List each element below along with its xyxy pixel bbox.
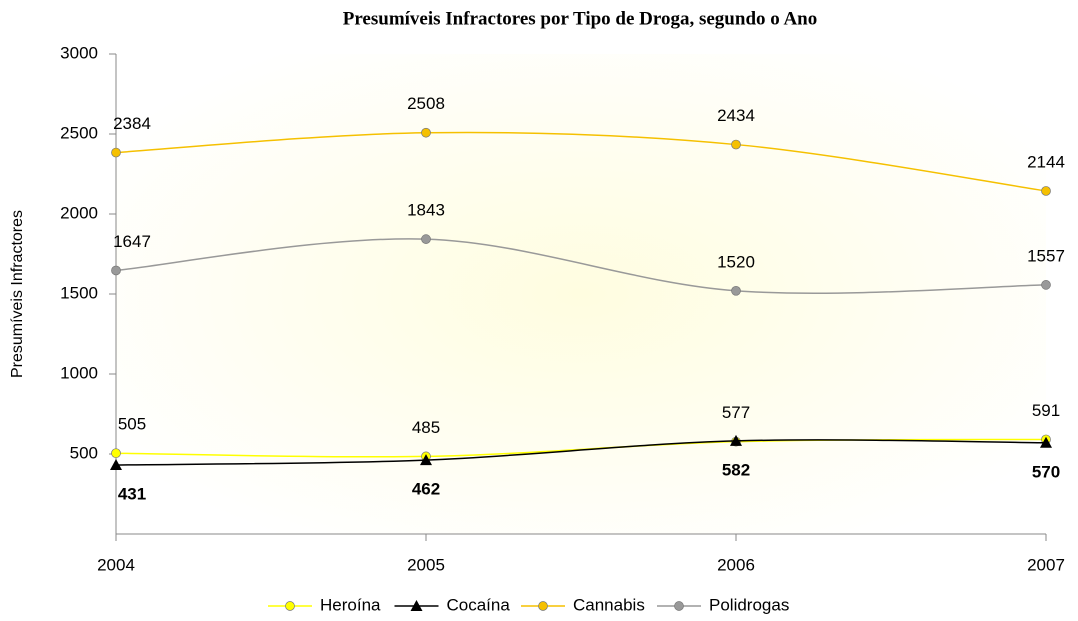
x-tick-label: 2005 — [407, 555, 445, 574]
data-label: 485 — [412, 418, 440, 437]
y-tick-label: 3000 — [60, 43, 98, 62]
point — [731, 285, 741, 296]
point — [730, 434, 742, 446]
data-label: 2508 — [407, 94, 445, 113]
legend-label: Cocaína — [447, 595, 511, 614]
data-label: 505 — [118, 415, 146, 434]
point — [111, 265, 121, 276]
plot-background — [116, 54, 1046, 534]
x-tick-label: 2006 — [717, 555, 755, 574]
data-label: 2384 — [113, 114, 151, 133]
y-tick-label: 1000 — [60, 363, 98, 382]
data-label: 582 — [722, 460, 750, 479]
point — [1040, 436, 1052, 448]
data-label: 577 — [722, 403, 750, 422]
legend-label: Polidrogas — [709, 595, 789, 614]
legend-label: Heroína — [320, 595, 381, 614]
y-tick-label: 2000 — [60, 203, 98, 222]
point — [111, 147, 121, 158]
point — [1041, 186, 1051, 196]
point — [110, 459, 122, 471]
y-tick-label: 2500 — [60, 123, 98, 142]
x-tick-label: 2007 — [1027, 555, 1065, 574]
data-label: 1843 — [407, 201, 445, 220]
legend-label: Cannabis — [573, 595, 645, 614]
point — [111, 448, 121, 459]
data-label: 431 — [118, 485, 146, 504]
data-label: 1520 — [717, 252, 755, 271]
legend-marker — [674, 601, 684, 611]
point — [421, 127, 431, 138]
y-tick-label: 500 — [70, 443, 98, 462]
data-label: 591 — [1032, 401, 1060, 420]
data-label: 570 — [1032, 462, 1060, 481]
data-label: 1647 — [113, 232, 151, 251]
data-label: 462 — [412, 480, 440, 499]
point — [731, 139, 741, 150]
data-label: 1557 — [1027, 246, 1065, 265]
legend-marker — [538, 601, 548, 611]
x-tick-label: 2004 — [97, 555, 135, 574]
point — [421, 234, 431, 244]
legend-marker — [410, 600, 423, 611]
series-line — [115, 439, 1047, 466]
point — [1041, 280, 1051, 290]
series-line — [115, 238, 1047, 294]
legend-marker — [285, 601, 295, 611]
series-line — [115, 131, 1047, 192]
chart-title: Presumíveis Infractores por Tipo de Drog… — [343, 8, 818, 29]
y-axis-label: Presumíveis Infractores — [9, 210, 26, 378]
data-label: 2434 — [717, 106, 755, 125]
data-label: 2144 — [1027, 152, 1065, 171]
y-tick-label: 1500 — [60, 283, 98, 302]
point — [420, 454, 432, 466]
